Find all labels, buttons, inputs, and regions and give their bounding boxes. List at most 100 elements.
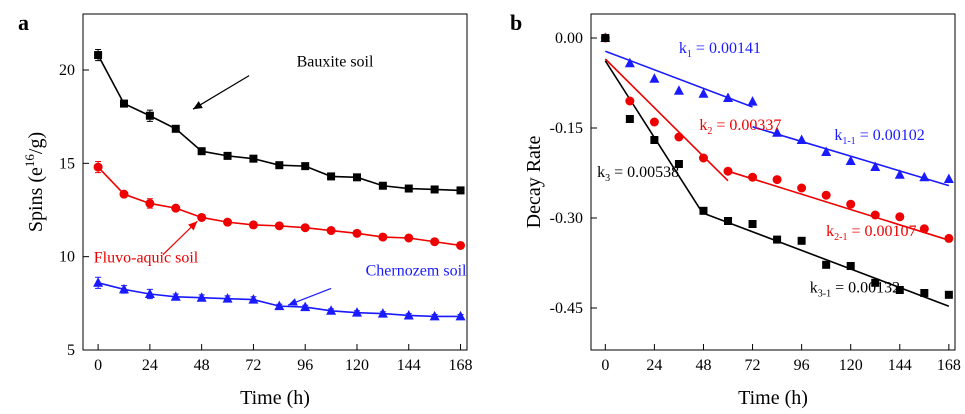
panel-a-data-point [378, 232, 388, 242]
panel-b-y-tick-label: 0.00 [555, 30, 583, 47]
panel-a-data-point [118, 283, 129, 294]
panel-a-data-point [145, 198, 155, 208]
panel-b-data-point [944, 290, 953, 299]
panel-b-data-point [747, 96, 758, 106]
panel-a-data-point [196, 292, 207, 302]
panel-b-data-point [601, 34, 610, 42]
panel-b-data-point [699, 206, 708, 215]
panel-a-data-point [326, 305, 337, 315]
panel-b-data-point [724, 217, 733, 225]
panel-b-ticks: 0 24 48 72 96 120 144 168 0.00 -0.15 -0.30 -0.45 [550, 30, 961, 374]
panel-b-data-point [845, 155, 856, 165]
panel-b-plot-frame [590, 13, 956, 351]
panel-b-fit-line [727, 170, 950, 241]
panel-b-data-point [698, 153, 708, 163]
panel-a-annotation-label: Chernozem soil [366, 262, 467, 279]
panel-a-data-point [93, 162, 103, 172]
panel-b-data-point [674, 132, 684, 142]
panel-a-data-point [456, 240, 466, 250]
panel-b-data-point [772, 127, 783, 137]
panel-a-y-axis-label: Spins (e16/g) [22, 132, 47, 232]
panel-a-arrow-head [193, 101, 203, 110]
panel-a-data-point [377, 308, 388, 318]
panel-a-data-point [249, 154, 258, 163]
panel-a-data-point [94, 51, 103, 60]
panel-a-data-point [352, 173, 361, 182]
panel-a-series-line [97, 54, 461, 192]
panel-b-data-point [723, 166, 733, 176]
panel-a-data-point [300, 223, 310, 233]
panel-a-annotations: Bauxite soil Fluvo-aquic soil Chernozem so… [94, 53, 467, 306]
panel-b-data-point [625, 96, 635, 106]
panel-b-y-tick-label: -0.15 [550, 120, 583, 137]
panel-b-fit-line [604, 58, 729, 182]
panel-b-rate-constant-label: k3-1 = 0.00132 [810, 279, 900, 299]
panel-b-data-point [796, 134, 807, 144]
panel-a-data-point [248, 220, 258, 230]
panel-b-x-tick-label: 24 [646, 357, 662, 374]
panel-b-x-tick-label: 120 [839, 357, 863, 374]
panel-b-data-point [673, 85, 684, 95]
panel-a-x-tick-label: 48 [194, 357, 210, 374]
panel-b-data-point [821, 146, 832, 156]
panel-b-data-point [895, 286, 904, 294]
panel-b-data-point [822, 260, 831, 269]
panel-a-data-point [378, 181, 387, 190]
panel-a-data-point [404, 184, 413, 193]
panel-b-data-point [919, 171, 930, 182]
panel-a-annotation-label: Bauxite soil [297, 53, 374, 70]
panel-a-data-point [456, 186, 465, 195]
panel-a-data-point [171, 203, 181, 213]
panel-b-x-tick-label: 96 [794, 357, 810, 374]
panel-a-arrow-head [287, 298, 298, 306]
panel-b-y-axis-label: Decay Rate [523, 136, 545, 229]
panel-a-data-point [144, 288, 155, 298]
panel-b-rate-constant-label: k2-1 = 0.00107 [826, 223, 916, 243]
panel-a-data-point [274, 300, 285, 311]
panel-b-rate-labels: k1 = 0.00141 k1-1 = 0.00102 k2 = 0.00337 k2… [597, 40, 925, 299]
panel-b-data-point [846, 262, 855, 270]
panel-b-data-point [895, 212, 905, 222]
panel-b-data-point [920, 289, 929, 297]
panel-b-data-point [894, 169, 905, 179]
panel-b: b 0 24 48 72 96 120 144 1680.00-0.15-0.30-0.45 … [510, 10, 961, 409]
panel-b-data-point [624, 57, 635, 68]
panel-a-x-tick-label: 168 [449, 357, 473, 374]
panel-b-data-point [870, 210, 880, 220]
panel-b-data-point [748, 172, 758, 182]
panel-b-rate-constant-label: k3 = 0.00538 [597, 164, 679, 184]
panel-b-data-point [748, 220, 757, 228]
panel-b-x-tick-label: 72 [745, 357, 761, 374]
panel-a-data-point [429, 310, 440, 321]
panel-a-data-point [352, 228, 362, 238]
panel-a-y-tick-label: 10 [59, 249, 75, 266]
panel-a-label: a [18, 10, 29, 35]
panel-b-fit-line [703, 212, 950, 307]
panel-a-data-point [327, 172, 336, 181]
panel-a-x-tick-label: 144 [397, 357, 421, 374]
panel-b-data-point [723, 92, 734, 102]
panel-b-x-tick-label: 168 [937, 357, 961, 374]
panel-b-y-tick-label: -0.30 [550, 210, 583, 227]
panel-a-data-point [170, 291, 181, 301]
panel-b-x-tick-label: 0 [601, 357, 609, 374]
panel-b-data-point [772, 175, 782, 185]
panel-a-data-point [223, 151, 232, 160]
panel-a-data-point [430, 237, 440, 247]
panel-b-data-point [649, 117, 659, 127]
panel-a-data-point [119, 99, 128, 108]
panel-a-data-point [223, 217, 233, 227]
panel-a-x-tick-label: 24 [142, 357, 158, 374]
panel-a-data-point [301, 162, 310, 171]
panel-a-data-point [300, 301, 311, 312]
panel-a-arrow-head [188, 221, 198, 231]
panel-b-data-point [846, 199, 856, 209]
panel-a-data-point [351, 307, 362, 317]
panel-b-data-point [821, 190, 831, 200]
panel-a-series-line [97, 282, 461, 318]
panel-a-data-point [93, 277, 104, 287]
panel-b-rate-constant-label: k1 = 0.00141 [679, 40, 761, 60]
panel-b-x-tick-label: 48 [695, 357, 711, 374]
panel-a-x-tick-label: 96 [297, 357, 313, 374]
